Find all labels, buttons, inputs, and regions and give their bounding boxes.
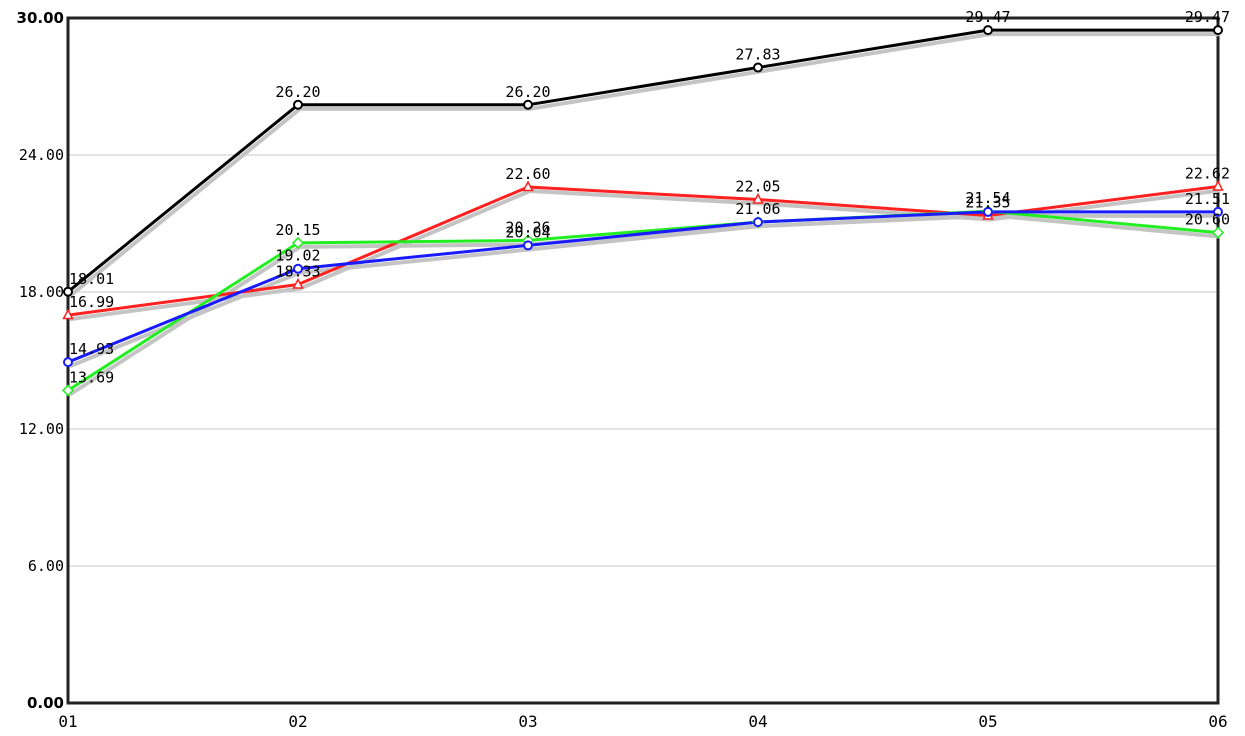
series-1-point xyxy=(752,192,764,204)
series-3-data-label: 20.04 xyxy=(505,223,550,241)
series-3-point xyxy=(63,357,73,368)
series-0-point xyxy=(983,25,993,36)
plot-border xyxy=(66,16,1220,705)
series-0-data-label: 29.47 xyxy=(965,8,1010,26)
series-0-line xyxy=(67,28,1218,293)
series-1-shadow xyxy=(69,188,1221,322)
y-tick-label: 24.00 xyxy=(19,146,64,164)
series-3-point xyxy=(983,206,993,217)
series-2-shadow xyxy=(68,213,1221,397)
series-lines xyxy=(67,28,1219,392)
series-3-data-label: 21.06 xyxy=(735,200,780,218)
series-0-data-label: 26.20 xyxy=(275,83,320,101)
x-tick-label: 04 xyxy=(748,712,767,731)
x-tick-label: 02 xyxy=(288,712,307,731)
series-3-point xyxy=(753,217,763,228)
series-2-data-label: 13.69 xyxy=(69,368,114,386)
x-tick-label: 06 xyxy=(1208,712,1227,731)
series-1-point xyxy=(522,180,534,192)
series-2-data-label: 20.15 xyxy=(275,221,320,239)
series-0-data-label: 29.47 xyxy=(1185,8,1230,26)
x-tick-label: 01 xyxy=(58,712,77,731)
series-0-point xyxy=(753,62,763,73)
y-tick-label: 0.00 xyxy=(27,694,64,712)
y-tick-label: 6.00 xyxy=(28,557,64,575)
series-markers xyxy=(61,25,1225,397)
series-0-point xyxy=(293,99,303,110)
y-tick-label: 12.00 xyxy=(19,420,64,438)
series-2-line xyxy=(67,209,1219,392)
x-tick-label: 05 xyxy=(978,712,997,731)
data-labels: 18.01 26.20 26.20 27.83 29.47 29.47 16.99 18.33… xyxy=(69,8,1230,386)
series-3-point xyxy=(1213,206,1223,217)
series-1-point xyxy=(1212,179,1224,191)
series-2-data-label: 21.54 xyxy=(965,189,1010,207)
series-1-data-label: 16.99 xyxy=(69,293,114,311)
series-3-data-label: 21.51 xyxy=(1185,190,1230,208)
series-3-point xyxy=(523,240,533,251)
series-1-data-label: 22.60 xyxy=(505,165,550,183)
y-tick-label: 18.00 xyxy=(19,283,64,301)
series-3-point xyxy=(293,263,303,274)
series-0-point xyxy=(63,286,73,297)
series-3-data-label: 14.93 xyxy=(69,340,114,358)
series-2-point xyxy=(61,384,75,397)
series-shadows xyxy=(68,32,1221,397)
series-2-data-label: 20.60 xyxy=(1185,211,1230,229)
series-1-point xyxy=(292,277,304,289)
series-0-point xyxy=(1213,25,1223,36)
y-tick-label: 30.00 xyxy=(17,9,64,27)
series-0-data-label: 18.01 xyxy=(69,270,114,288)
series-3-data-label: 19.02 xyxy=(275,247,320,265)
series-3-line xyxy=(67,210,1218,364)
plot-frame xyxy=(66,16,1220,705)
series-0-shadow xyxy=(68,32,1220,298)
series-0-data-label: 27.83 xyxy=(735,46,780,64)
series-2-point xyxy=(1211,226,1225,239)
series-1-data-label: 18.33 xyxy=(275,262,320,280)
series-2-point xyxy=(291,236,305,249)
series-1-data-label: 22.05 xyxy=(735,178,780,196)
series-2-data-label: 20.26 xyxy=(505,218,550,236)
series-1-point xyxy=(62,308,74,320)
series-1-data-label: 22.62 xyxy=(1185,165,1230,183)
y-axis-ticks: 0.00 6.00 12.00 18.00 24.00 30.00 xyxy=(17,9,64,712)
series-1-data-label: 21.35 xyxy=(965,194,1010,212)
x-axis-ticks: 01 02 03 04 05 06 xyxy=(58,712,1227,731)
series-0-data-label: 26.20 xyxy=(505,83,550,101)
series-0-point xyxy=(523,99,533,110)
x-tick-label: 03 xyxy=(518,712,537,731)
